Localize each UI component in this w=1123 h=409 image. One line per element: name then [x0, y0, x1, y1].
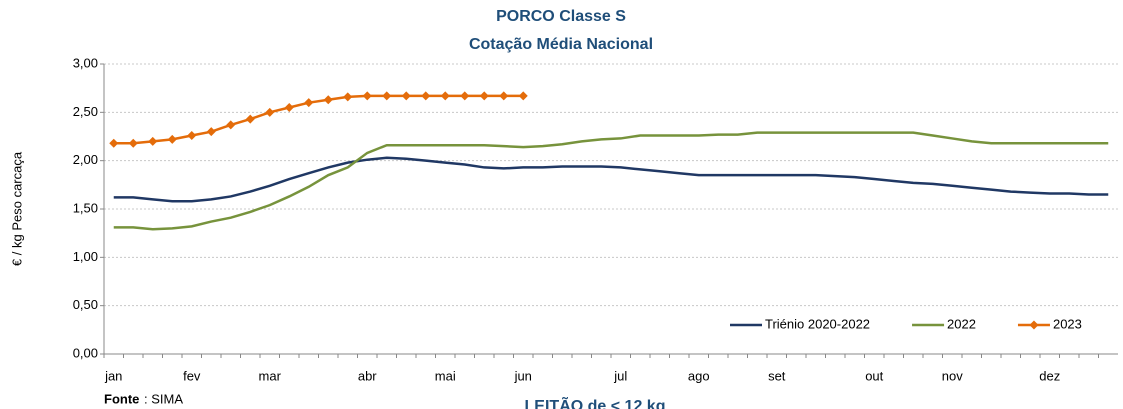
marker [323, 95, 333, 105]
marker [109, 138, 119, 148]
legend-label: 2023 [1053, 316, 1082, 331]
marker [304, 98, 314, 108]
y-tick-label: 3,00 [73, 55, 98, 70]
x-tick-label: mai [435, 368, 456, 383]
legend-label: 2022 [947, 316, 976, 331]
x-tick-label: dez [1039, 368, 1060, 383]
x-tick-label: set [768, 368, 786, 383]
marker [343, 92, 353, 102]
marker [479, 91, 489, 101]
marker [382, 91, 392, 101]
marker [460, 91, 470, 101]
marker [421, 91, 431, 101]
legend-marker [1029, 320, 1039, 330]
source-label: Fonte [104, 391, 139, 406]
marker [128, 138, 138, 148]
y-tick-label: 1,00 [73, 249, 98, 264]
marker [518, 91, 528, 101]
marker [226, 120, 236, 130]
y-tick-label: 0,50 [73, 297, 98, 312]
marker [362, 91, 372, 101]
marker [148, 136, 158, 146]
y-tick-label: 2,50 [73, 104, 98, 119]
marker [167, 134, 177, 144]
marker [187, 131, 197, 141]
x-tick-label: out [865, 368, 883, 383]
chart-subtitle: Cotação Média Nacional [469, 36, 653, 53]
chart-title: PORCO Classe S [496, 8, 626, 25]
next-chart-title: LEITÃO de < 12 kg [525, 395, 666, 409]
x-tick-label: jul [613, 368, 627, 383]
source: : SIMA [144, 391, 183, 406]
x-tick-label: ago [688, 368, 710, 383]
marker [284, 103, 294, 112]
marker [440, 91, 450, 101]
y-tick-label: 0,00 [73, 345, 98, 360]
marker [499, 91, 509, 101]
marker [401, 91, 411, 101]
x-tick-label: abr [358, 368, 377, 383]
marker [245, 114, 255, 124]
y-tick-label: 1,50 [73, 200, 98, 215]
legend-label: Triénio 2020-2022 [765, 316, 870, 331]
y-axis-label: € / kg Peso carcaça [9, 151, 24, 266]
marker [265, 107, 275, 117]
series-line [113, 156, 1109, 203]
x-tick-label: jun [514, 368, 532, 383]
marker [206, 127, 216, 137]
x-tick-label: mar [259, 368, 282, 383]
series-line [113, 131, 1109, 231]
series-line [113, 94, 524, 145]
x-tick-label: fev [183, 368, 201, 383]
x-tick-label: jan [104, 368, 122, 383]
y-tick-label: 2,00 [73, 152, 98, 167]
x-tick-label: nov [942, 368, 963, 383]
